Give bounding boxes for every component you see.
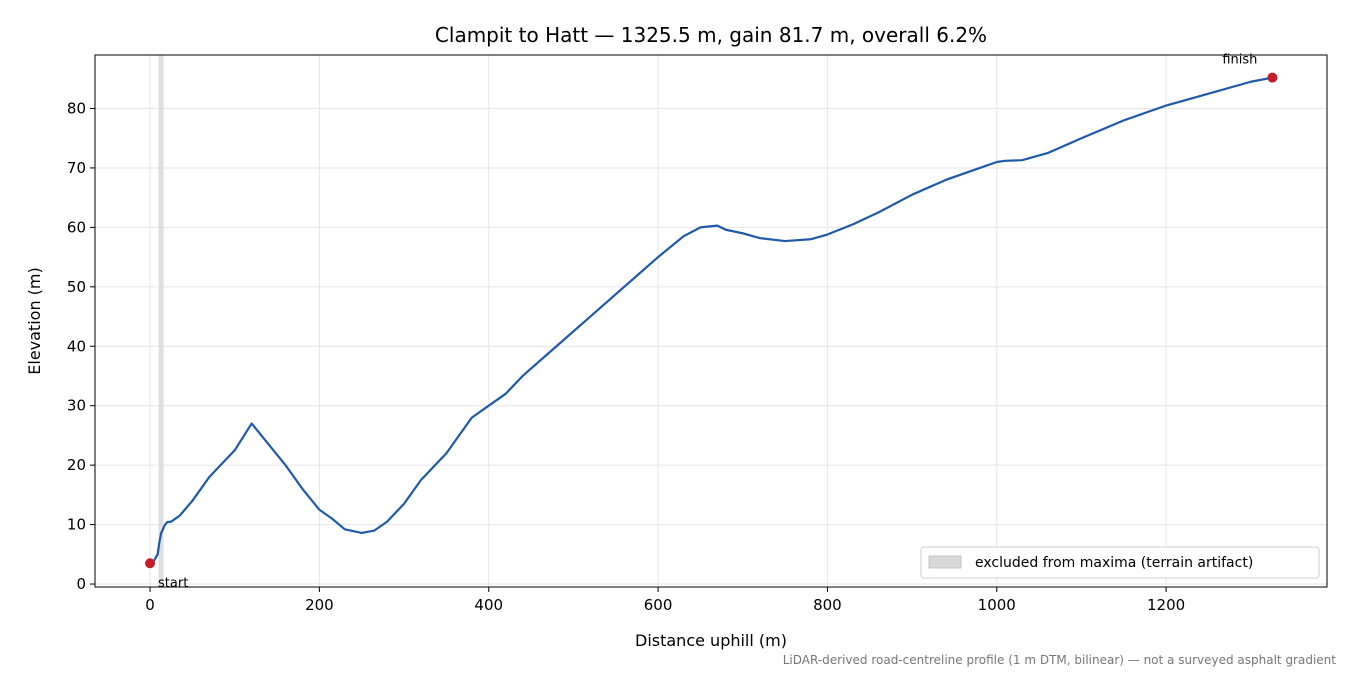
x-tick-label: 1200 bbox=[1147, 596, 1185, 614]
y-tick-label: 40 bbox=[67, 337, 86, 355]
legend: excluded from maxima (terrain artifact) bbox=[920, 546, 1320, 579]
series-layer bbox=[148, 76, 1274, 565]
finish-label: finish bbox=[1222, 53, 1257, 68]
plot-frame bbox=[94, 54, 1328, 588]
legend-entry-label: excluded from maxima (terrain artifact) bbox=[975, 555, 1253, 571]
excluded-region-band bbox=[158, 55, 164, 587]
y-tick-label: 60 bbox=[67, 218, 86, 236]
legend-box bbox=[920, 546, 1320, 579]
y-tick-label: 0 bbox=[76, 575, 86, 593]
chart-title: Clampit to Hatt — 1325.5 m, gain 81.7 m,… bbox=[435, 23, 987, 47]
finish-point bbox=[1267, 72, 1278, 83]
y-tick-label: 80 bbox=[67, 99, 86, 117]
x-tick-label: 200 bbox=[305, 596, 334, 614]
x-axis-label: Distance uphill (m) bbox=[635, 631, 787, 650]
elevation-line bbox=[148, 76, 1274, 565]
chart-caption: LiDAR-derived road-centreline profile (1… bbox=[783, 653, 1337, 667]
start-point bbox=[145, 558, 156, 569]
excluded-region bbox=[158, 55, 164, 587]
y-tick-label: 50 bbox=[67, 278, 86, 296]
y-axis-label: Elevation (m) bbox=[25, 267, 44, 374]
x-tick-label: 0 bbox=[145, 596, 155, 614]
y-axis: 0 10 20 30 40 50 60 70 80 bbox=[67, 99, 95, 593]
start-label: start bbox=[158, 576, 188, 591]
x-tick-label: 1000 bbox=[978, 596, 1016, 614]
y-tick-label: 30 bbox=[67, 397, 86, 415]
grid bbox=[95, 55, 1327, 587]
y-tick-label: 70 bbox=[67, 159, 86, 177]
y-tick-label: 20 bbox=[67, 456, 86, 474]
x-tick-label: 600 bbox=[644, 596, 673, 614]
x-tick-label: 800 bbox=[813, 596, 842, 614]
x-axis: 0 200 400 600 800 1000 1200 bbox=[145, 587, 1185, 614]
legend-swatch bbox=[928, 555, 962, 569]
x-tick-label: 400 bbox=[474, 596, 503, 614]
y-tick-label: 10 bbox=[67, 516, 86, 534]
